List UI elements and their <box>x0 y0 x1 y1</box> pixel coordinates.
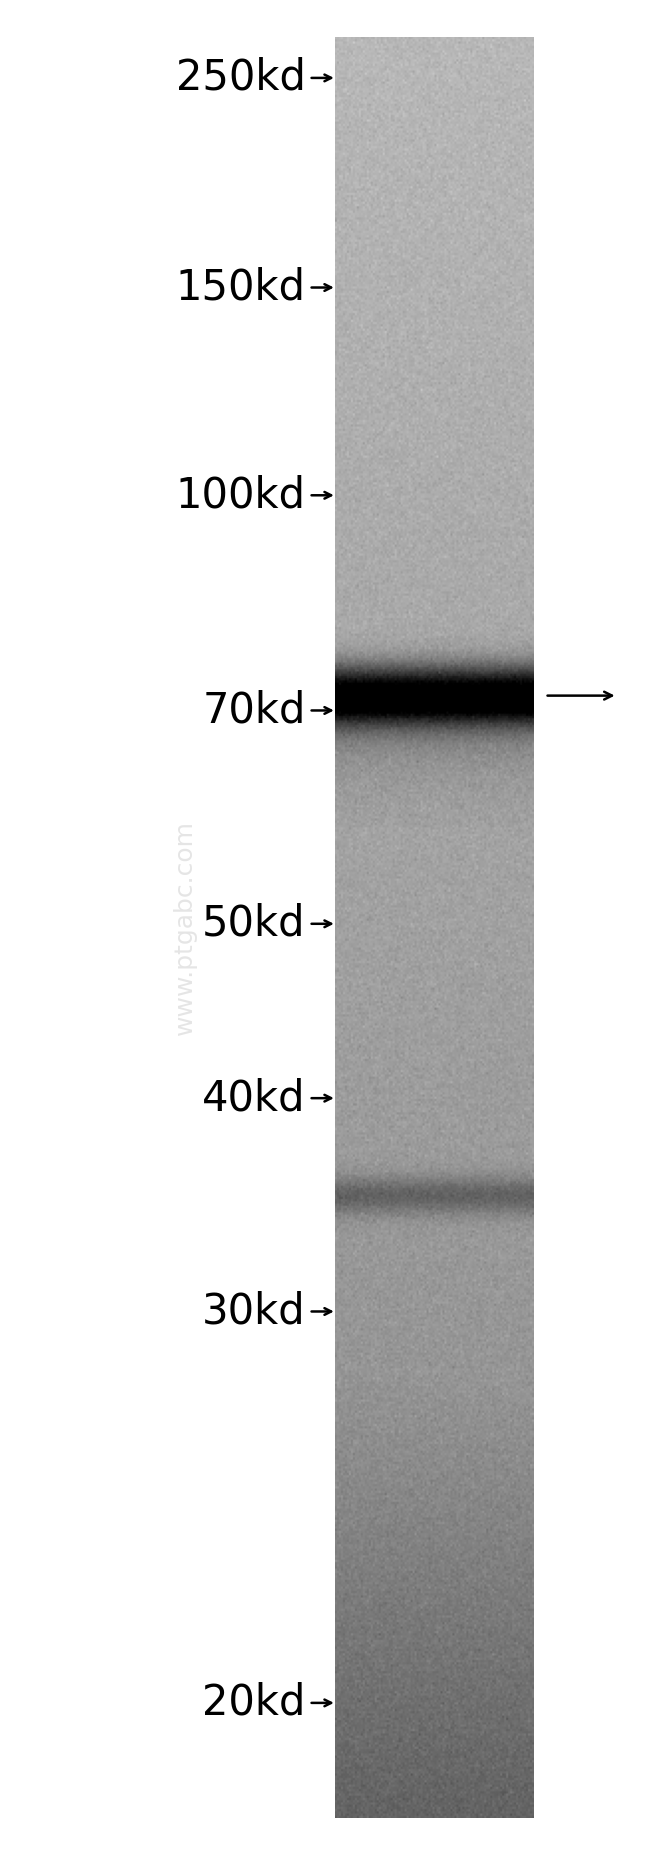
Text: 50kd: 50kd <box>202 903 306 944</box>
Text: 30kd: 30kd <box>202 1291 306 1332</box>
Text: 40kd: 40kd <box>202 1078 306 1119</box>
Text: 250kd: 250kd <box>176 58 306 98</box>
Text: 150kd: 150kd <box>176 267 306 308</box>
Text: www.ptgabc.com: www.ptgabc.com <box>174 820 197 1035</box>
Text: 100kd: 100kd <box>176 475 306 516</box>
Text: 70kd: 70kd <box>202 690 306 731</box>
Text: 20kd: 20kd <box>202 1682 306 1723</box>
